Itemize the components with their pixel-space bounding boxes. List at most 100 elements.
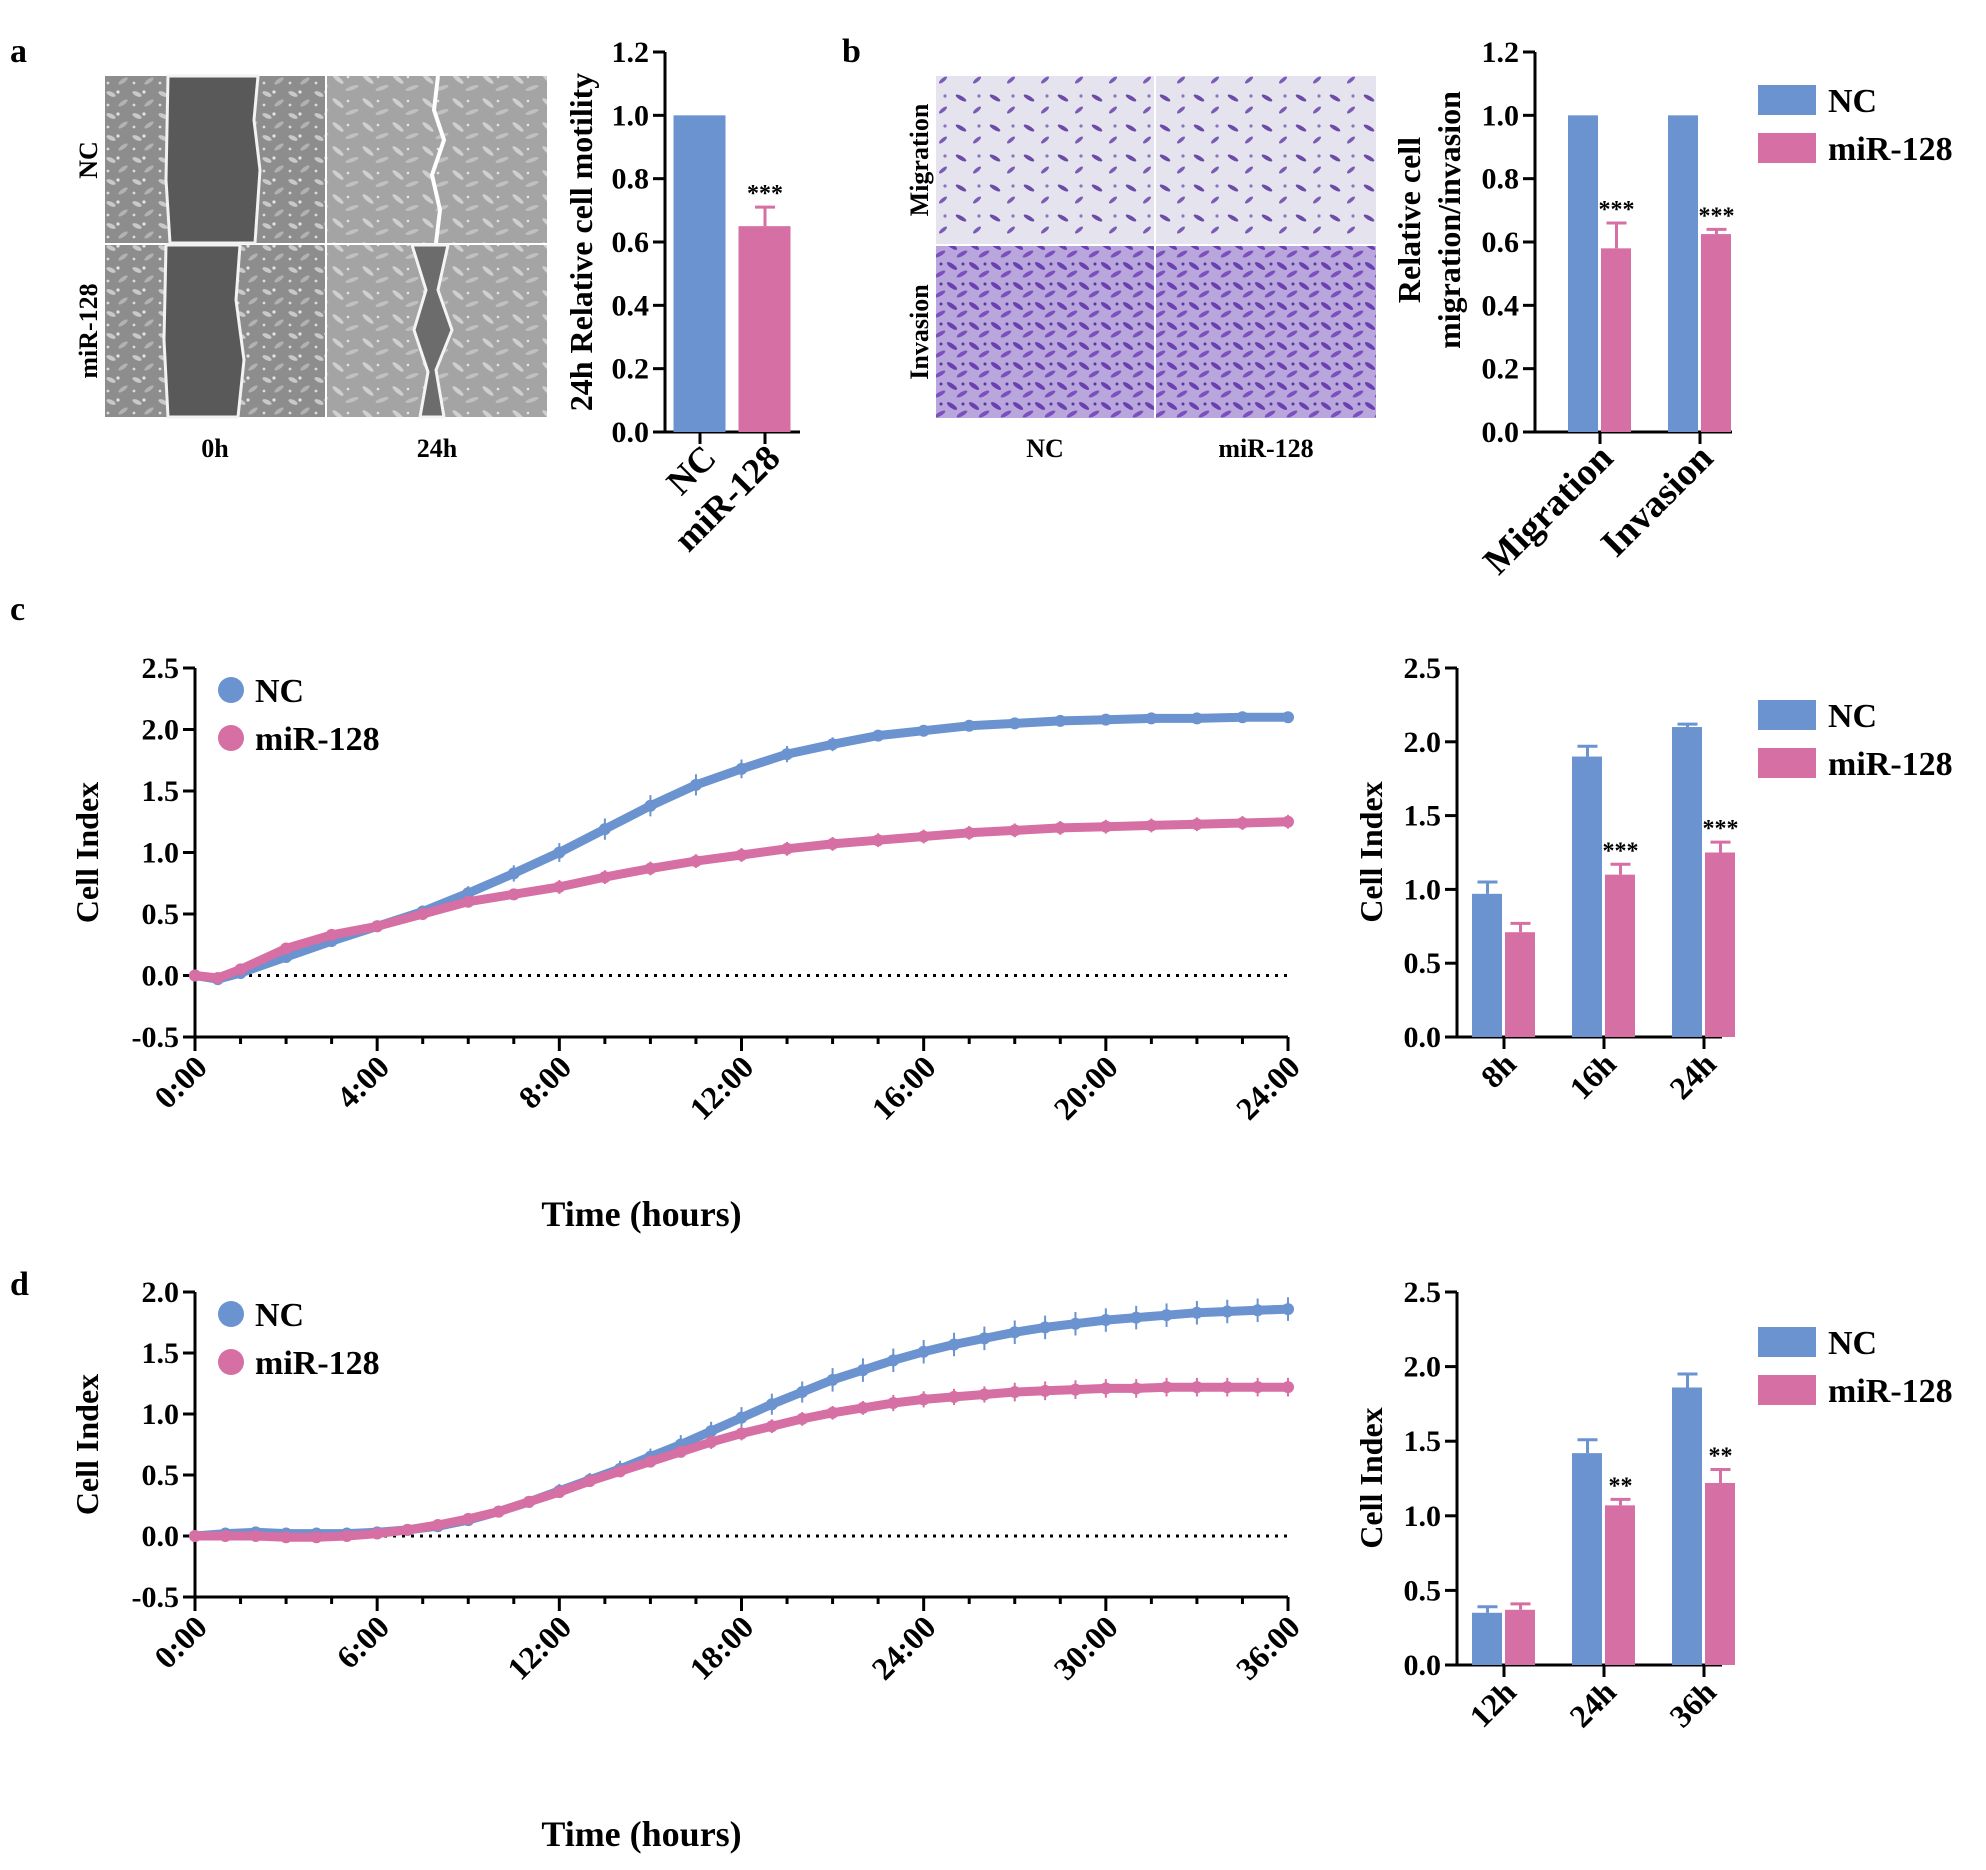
panel-a-ytick-label-0: 0.0 bbox=[612, 416, 650, 449]
micrograph-invasion-nc bbox=[936, 246, 1154, 418]
panel-d-series-nc-point-17 bbox=[705, 1425, 718, 1438]
panel-d-bar-ytick-label-4: 2.0 bbox=[1404, 1351, 1442, 1384]
panel-d-ytick-label-0: -0.5 bbox=[132, 1581, 180, 1614]
panel-c-series-mir-point-21 bbox=[1099, 820, 1112, 833]
panel-d-series-mir-point-24 bbox=[917, 1393, 930, 1406]
panel-c-series-mir-point-23 bbox=[1190, 818, 1203, 831]
panel-d-series-mir-point-22 bbox=[856, 1401, 869, 1414]
panel-c-series-mir-point-10 bbox=[598, 871, 611, 884]
panel-d-letter: d bbox=[10, 1266, 29, 1303]
panel-a-col-label-24h: 24h bbox=[417, 434, 458, 463]
panel-c-legend-swatch-mir bbox=[218, 725, 244, 751]
panel-c-series-mir-point-6 bbox=[416, 908, 429, 920]
panel-d-series-nc-point-18 bbox=[735, 1411, 748, 1424]
panel-c-ytick-label-3: 1.0 bbox=[142, 837, 180, 870]
panel-d-ytick-label-3: 1.0 bbox=[142, 1398, 180, 1431]
panel-b-ytick-label-5: 1.0 bbox=[1482, 99, 1520, 132]
panel-d-series-mir-point-9 bbox=[462, 1512, 475, 1525]
panel-d-ytick-label-5: 2.0 bbox=[142, 1276, 180, 1309]
panel-c-bar-bar-8h-nc bbox=[1472, 893, 1502, 1037]
panel-c-series-nc-point-9 bbox=[553, 846, 566, 859]
panel-c-bar-ytick-label-2: 1.0 bbox=[1404, 873, 1442, 906]
panel-d-ytick-label-4: 1.5 bbox=[142, 1337, 180, 1370]
panel-b-micrographs bbox=[936, 76, 1376, 418]
panel-a-ytick-label-6: 1.2 bbox=[612, 36, 650, 69]
panel-c-series-nc-point-15 bbox=[826, 738, 839, 751]
panel-a-ytick-label-5: 1.0 bbox=[612, 99, 650, 132]
panel-c-bar-ytick-label-5: 2.5 bbox=[1404, 652, 1442, 685]
panel-c-xtick-label-1: 4:00 bbox=[329, 1048, 396, 1115]
panel-d-series-mir-point-10 bbox=[492, 1505, 505, 1518]
panel-c-series-mir-point-1 bbox=[211, 971, 224, 984]
panel-c-series-nc-point-17 bbox=[917, 724, 930, 737]
scratch-gap-nc-0h bbox=[164, 74, 262, 245]
panel-c-ytick-label-6: 2.5 bbox=[142, 652, 180, 685]
panel-d-series-nc-point-33 bbox=[1190, 1306, 1203, 1319]
panel-d-series-mir-point-4 bbox=[310, 1531, 323, 1544]
panel-c-bar-legend-swatch-nc bbox=[1758, 700, 1816, 730]
panel-b-letter: b bbox=[842, 33, 861, 70]
panel-c-xtick-label-4: 16:00 bbox=[864, 1048, 942, 1126]
panel-d-series-mir-point-12 bbox=[553, 1486, 566, 1499]
panel-d-bar-ytick-label-1: 0.5 bbox=[1404, 1574, 1442, 1607]
panel-d-series-mir-point-32 bbox=[1160, 1381, 1173, 1394]
panel-d-series-mir-point-29 bbox=[1069, 1383, 1082, 1396]
panel-b-bar-migration-nc bbox=[1568, 115, 1598, 432]
panel-c-ytick-label-5: 2.0 bbox=[142, 714, 180, 747]
panel-d-xtick-label-1: 6:00 bbox=[329, 1608, 396, 1675]
panel-c-series-line-nc bbox=[190, 712, 1293, 984]
panel-c-bar-legend-swatch-mir bbox=[1758, 748, 1816, 778]
panel-c-series-mir-point-19 bbox=[1008, 824, 1021, 837]
panel-c-series-line-mir bbox=[190, 817, 1293, 983]
panel-d-series-nc-point-28 bbox=[1039, 1321, 1052, 1334]
panel-b-xlabel-invasion: Invasion bbox=[1593, 437, 1721, 565]
panel-a-row-label-mir: miR-128 bbox=[74, 283, 103, 378]
panel-d-bar-bar-24h-mir bbox=[1605, 1505, 1635, 1665]
panel-d-bar-sig-1: ** bbox=[1609, 1473, 1633, 1499]
scratch-line-nc-24h bbox=[429, 75, 447, 244]
panel-a-col-label-0h: 0h bbox=[201, 434, 229, 463]
panel-d-bar-bar-12h-nc bbox=[1472, 1612, 1502, 1665]
panel-c-series-mir-point-2 bbox=[234, 963, 247, 976]
panel-d-series-mir-point-15 bbox=[644, 1455, 657, 1468]
panel-c-ylabel: Cell Index bbox=[69, 782, 105, 923]
panel-a-micrographs bbox=[105, 74, 547, 419]
panel-d-bar-bar-36h-mir bbox=[1705, 1482, 1735, 1665]
panel-d-series-mir-point-30 bbox=[1099, 1382, 1112, 1395]
panel-c-bar-bar-24h-nc bbox=[1672, 727, 1702, 1037]
panel-c-legend-swatch-nc bbox=[218, 677, 244, 703]
panel-a-letter: a bbox=[10, 33, 27, 70]
panel-d-series-nc-point-29 bbox=[1069, 1317, 1082, 1330]
panel-c-series-mir-point-14 bbox=[781, 842, 794, 855]
panel-d-bar-ytick-label-5: 2.5 bbox=[1404, 1276, 1442, 1309]
panel-b-ytick-label-1: 0.2 bbox=[1482, 353, 1520, 386]
panel-d-xlabel: Time (hours) bbox=[541, 1814, 741, 1854]
panel-c-series-nc-point-11 bbox=[644, 799, 657, 812]
panel-c-series-mir-point-11 bbox=[644, 862, 657, 875]
panel-c-series-nc-point-23 bbox=[1190, 712, 1203, 725]
panel-c-ytick-label-4: 1.5 bbox=[142, 775, 180, 808]
panel-b-ylabel-1: migration/invasion bbox=[1431, 91, 1467, 349]
scratch-gap-mir-0h bbox=[162, 243, 246, 419]
panel-d-series-mir-point-0 bbox=[189, 1530, 201, 1542]
panel-d-bar-sig-2: ** bbox=[1709, 1444, 1733, 1470]
panel-a-ylabel-group: 24h Relative cell motility bbox=[563, 73, 599, 412]
panel-c-series-mir-point-8 bbox=[507, 888, 520, 901]
panel-a-ytick-label-2: 0.4 bbox=[612, 289, 650, 322]
panel-c-bar-bar-8h-mir bbox=[1505, 932, 1535, 1037]
panel-c-series-nc-point-25 bbox=[1282, 711, 1294, 724]
panel-b-legend-label-nc: NC bbox=[1828, 83, 1877, 120]
panel-d-bar-xlabel-0: 12h bbox=[1462, 1673, 1523, 1734]
panel-c-xtick-label-5: 20:00 bbox=[1047, 1048, 1125, 1126]
panel-d-series-mir-point-26 bbox=[978, 1388, 991, 1401]
panel-c-bar-legend-label-mir: miR-128 bbox=[1828, 746, 1953, 783]
panel-c-bar-sig-1: *** bbox=[1603, 838, 1639, 864]
panel-c-legend-label-mir: miR-128 bbox=[255, 721, 380, 758]
panel-c-xlabel: Time (hours) bbox=[541, 1194, 741, 1234]
panel-d-xtick-label-6: 36:00 bbox=[1229, 1608, 1307, 1686]
panel-c-series-nc-point-22 bbox=[1145, 712, 1158, 725]
panel-c-series-nc-point-12 bbox=[689, 778, 702, 791]
panel-d-legend-swatch-nc bbox=[218, 1301, 244, 1327]
panel-c-series-nc-point-10 bbox=[598, 823, 611, 836]
